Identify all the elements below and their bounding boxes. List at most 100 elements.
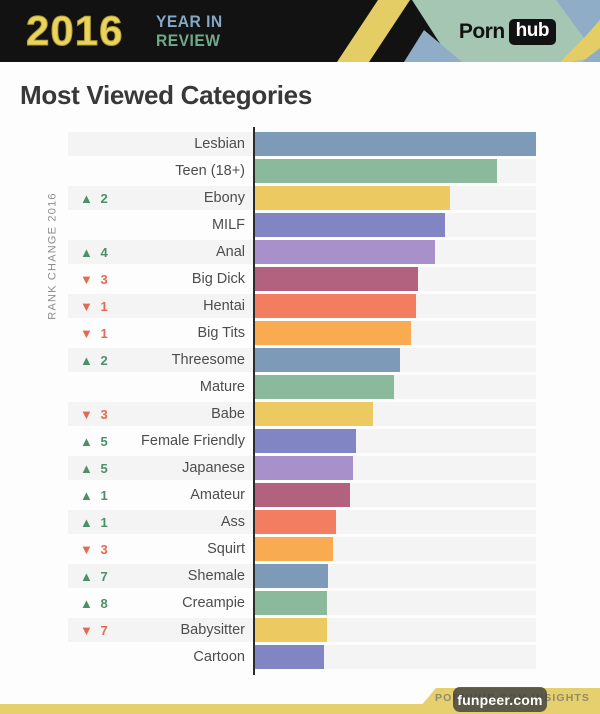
row-label-area: ▼ 7 Babysitter xyxy=(68,618,253,642)
category-bar xyxy=(255,429,357,453)
bar-track xyxy=(255,294,536,318)
category-label: Babe xyxy=(211,406,245,422)
row-label-area: ▲ 5 Japanese xyxy=(68,456,253,480)
category-label: Lesbian xyxy=(194,136,245,152)
bar-chart: RANK CHANGE 2016 Lesbian Teen (18+) ▲ 2 … xyxy=(0,127,600,675)
chart-row: ▲ 8 Creampie xyxy=(68,591,600,615)
category-bar xyxy=(255,240,435,264)
row-label-area: ▼ 3 Squirt xyxy=(68,537,253,561)
category-label: Anal xyxy=(215,244,245,260)
row-label-area: ▼ 1 Hentai xyxy=(68,294,253,318)
category-label: Creampie xyxy=(182,595,245,611)
row-label-area: ▲ 8 Creampie xyxy=(68,591,253,615)
row-label-area: ▼ 3 Big Dick xyxy=(68,267,253,291)
category-bar xyxy=(255,132,536,156)
tagline-line2: REVIEW xyxy=(156,31,221,50)
year-logo: 2016 xyxy=(25,7,124,54)
bar-track xyxy=(255,159,536,183)
header-banner: 2016 YEAR IN REVIEW Porn hub xyxy=(0,0,600,62)
rank-change-indicator: ▲ 2 xyxy=(80,352,110,368)
category-label: Shemale xyxy=(187,568,245,584)
chart-row: ▲ 1 Amateur xyxy=(68,483,600,507)
year-in-review-tagline: YEAR IN REVIEW xyxy=(156,12,223,50)
bar-track xyxy=(255,132,536,156)
category-label: Big Dick xyxy=(191,271,245,287)
rank-change-indicator: ▲ 5 xyxy=(80,460,110,476)
chart-rows: Lesbian Teen (18+) ▲ 2 Ebony MILF xyxy=(68,132,600,669)
chart-row: ▲ 5 Female Friendly xyxy=(68,429,600,453)
chart-axis-line xyxy=(253,127,255,675)
category-label: Amateur xyxy=(190,487,245,503)
bar-track xyxy=(255,348,536,372)
rank-change-indicator: ▼ 3 xyxy=(80,541,110,557)
row-label-area: Mature xyxy=(68,375,253,399)
chart-row: ▲ 7 Shemale xyxy=(68,564,600,588)
logo-text-porn: Porn xyxy=(458,20,505,43)
bar-track xyxy=(255,267,536,291)
bar-track xyxy=(255,510,536,534)
bar-track xyxy=(255,240,536,264)
header-diagonal-decoration xyxy=(0,0,600,62)
bar-track xyxy=(255,375,536,399)
category-bar xyxy=(255,375,395,399)
bar-track xyxy=(255,186,536,210)
rank-change-indicator: ▼ 3 xyxy=(80,271,110,287)
category-bar xyxy=(255,564,329,588)
category-label: Babysitter xyxy=(180,622,245,638)
bar-track xyxy=(255,321,536,345)
bar-track xyxy=(255,591,536,615)
logo-text-hub: hub xyxy=(508,19,556,45)
row-label-area: Teen (18+) xyxy=(68,159,253,183)
category-bar xyxy=(255,213,445,237)
watermark-badge[interactable]: funpeer.com xyxy=(453,687,547,712)
chart-row: ▼ 1 Big Tits xyxy=(68,321,600,345)
row-label-area: ▼ 1 Big Tits xyxy=(68,321,253,345)
footer-band xyxy=(0,704,600,714)
category-bar xyxy=(255,159,497,183)
bar-track xyxy=(255,429,536,453)
row-label-area: Lesbian xyxy=(68,132,253,156)
rank-change-indicator: ▲ 2 xyxy=(80,190,110,206)
category-label: Threesome xyxy=(171,352,245,368)
rank-change-indicator: ▲ 1 xyxy=(80,487,110,503)
category-label: Ebony xyxy=(203,190,245,206)
chart-row: ▲ 1 Ass xyxy=(68,510,600,534)
category-bar xyxy=(255,510,337,534)
category-bar xyxy=(255,618,327,642)
bar-track xyxy=(255,564,536,588)
chart-row: ▼ 7 Babysitter xyxy=(68,618,600,642)
row-label-area: MILF xyxy=(68,213,253,237)
category-label: Cartoon xyxy=(193,649,245,665)
chart-row: Teen (18+) xyxy=(68,159,600,183)
bar-track xyxy=(255,483,536,507)
category-bar xyxy=(255,537,334,561)
chart-row: Mature xyxy=(68,375,600,399)
category-bar xyxy=(255,402,374,426)
category-label: MILF xyxy=(211,217,245,233)
bar-track xyxy=(255,402,536,426)
category-label: Japanese xyxy=(182,460,245,476)
tagline-line1: YEAR IN xyxy=(156,12,223,31)
rank-change-indicator: ▼ 3 xyxy=(80,406,110,422)
category-label: Ass xyxy=(220,514,245,530)
rank-change-indicator: ▼ 1 xyxy=(80,325,110,341)
chart-row: ▼ 3 Squirt xyxy=(68,537,600,561)
category-label: Big Tits xyxy=(197,325,245,341)
category-label: Squirt xyxy=(207,541,245,557)
bar-track xyxy=(255,537,536,561)
chart-row: ▲ 2 Ebony xyxy=(68,186,600,210)
rank-change-axis-label: RANK CHANGE 2016 xyxy=(46,192,59,320)
chart-row: Cartoon xyxy=(68,645,600,669)
rank-change-indicator: ▲ 7 xyxy=(80,568,110,584)
row-label-area: ▲ 2 Ebony xyxy=(68,186,253,210)
category-bar xyxy=(255,186,451,210)
row-label-area: ▲ 5 Female Friendly xyxy=(68,429,253,453)
rank-change-indicator: ▲ 8 xyxy=(80,595,110,611)
category-bar xyxy=(255,456,354,480)
category-bar xyxy=(255,294,416,318)
category-bar xyxy=(255,348,400,372)
category-bar xyxy=(255,321,411,345)
row-label-area: ▲ 2 Threesome xyxy=(68,348,253,372)
chart-row: ▲ 2 Threesome xyxy=(68,348,600,372)
